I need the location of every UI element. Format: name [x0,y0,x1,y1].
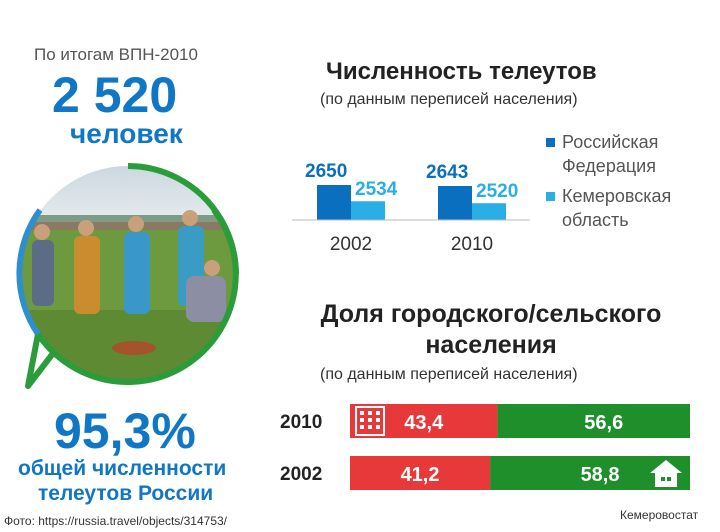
bar-urban-2002 [350,456,491,490]
photo-credit: Фото: https://russia.travel/objects/3147… [4,514,228,528]
header-segment-4: ТЕЛЕУТЫ [562,3,690,33]
building-icon-window [376,425,380,429]
population-count: 2 520 [52,67,178,123]
house-icon-window [661,477,665,481]
source-label: Кемеровостат [620,508,699,522]
building-icon-outline [355,406,385,436]
speech-bubble-frame [25,163,239,389]
legend-label-1-line2: Федерация [562,156,656,176]
house-icon-window [667,477,671,481]
legend-label-2-line2: область [562,210,629,230]
bar-2002-series2 [351,201,385,220]
header-segment-3: Кузбасса: [376,3,502,33]
chart1-title: Численность телеутов [326,58,597,85]
building-icon-window [368,425,372,429]
legend-label-1-line1: Российская [562,132,658,152]
legend-label-2-line1: Кемеровская [562,186,671,206]
data-label-2002-series1: 2650 [305,161,347,182]
building-icon-window [376,411,380,415]
x-tick-2010: 2010 [451,234,493,255]
row-label-2002: 2002 [280,464,322,485]
urban-rural-chart: 2010 43,4 56,6 2002 41,2 58,8 [280,404,690,490]
chart2-title: Доля городского/сельского населения [320,300,662,359]
house-icon-body [655,473,677,487]
bar-2010-series2 [472,203,506,220]
building-icon-window [368,418,372,422]
share-caption-line2: телеутов России [38,482,214,505]
data-label-rural-2002: 58,8 [581,464,620,486]
legend-swatch-2 [546,192,555,201]
bar-2002-series1 [317,185,351,220]
bar-urban-2010 [350,404,498,438]
row-label-2010: 2010 [280,412,322,433]
house-icon-roof [650,460,682,473]
x-tick-2002: 2002 [330,234,372,255]
legend-swatch-1 [546,138,555,147]
house-icon [650,460,682,487]
data-label-urban-2002: 41,2 [401,464,440,486]
population-bar-chart: 2650 2534 2002 2643 2520 2010 Российская Федера… [292,132,671,255]
building-icon-window [360,418,364,422]
chart2-subtitle: (по данным переписей населения) [320,366,578,383]
chart1-subtitle: (по данным переписей населения) [320,91,578,108]
data-label-2002-series2: 2534 [355,179,398,200]
census-label: По итогам ВПН-2010 [34,45,198,64]
population-unit: человек [70,118,183,149]
photo-frame [14,160,256,390]
data-label-rural-2010: 56,6 [584,412,623,434]
data-label-2010-series1: 2643 [426,162,468,183]
building-icon [355,406,385,436]
building-icon-window [368,411,372,415]
building-icon-window [376,418,380,422]
data-label-2010-series2: 2520 [476,181,518,202]
building-icon-window [360,411,364,415]
share-caption-line1: общей численности [18,457,227,480]
share-percent: 95,3% [54,403,196,459]
chart2-title-line1: Доля городского/сельского населения [291,299,691,361]
people-photo [16,163,239,389]
building-icon-window [360,425,364,429]
bar-rural-2010 [497,404,690,438]
bar-2010-series1 [438,185,472,220]
person-figures [32,210,226,322]
data-label-urban-2010: 43,4 [404,412,444,434]
header-segment-1: Коренные [20,3,152,33]
header-segment-2: народы [208,3,310,33]
